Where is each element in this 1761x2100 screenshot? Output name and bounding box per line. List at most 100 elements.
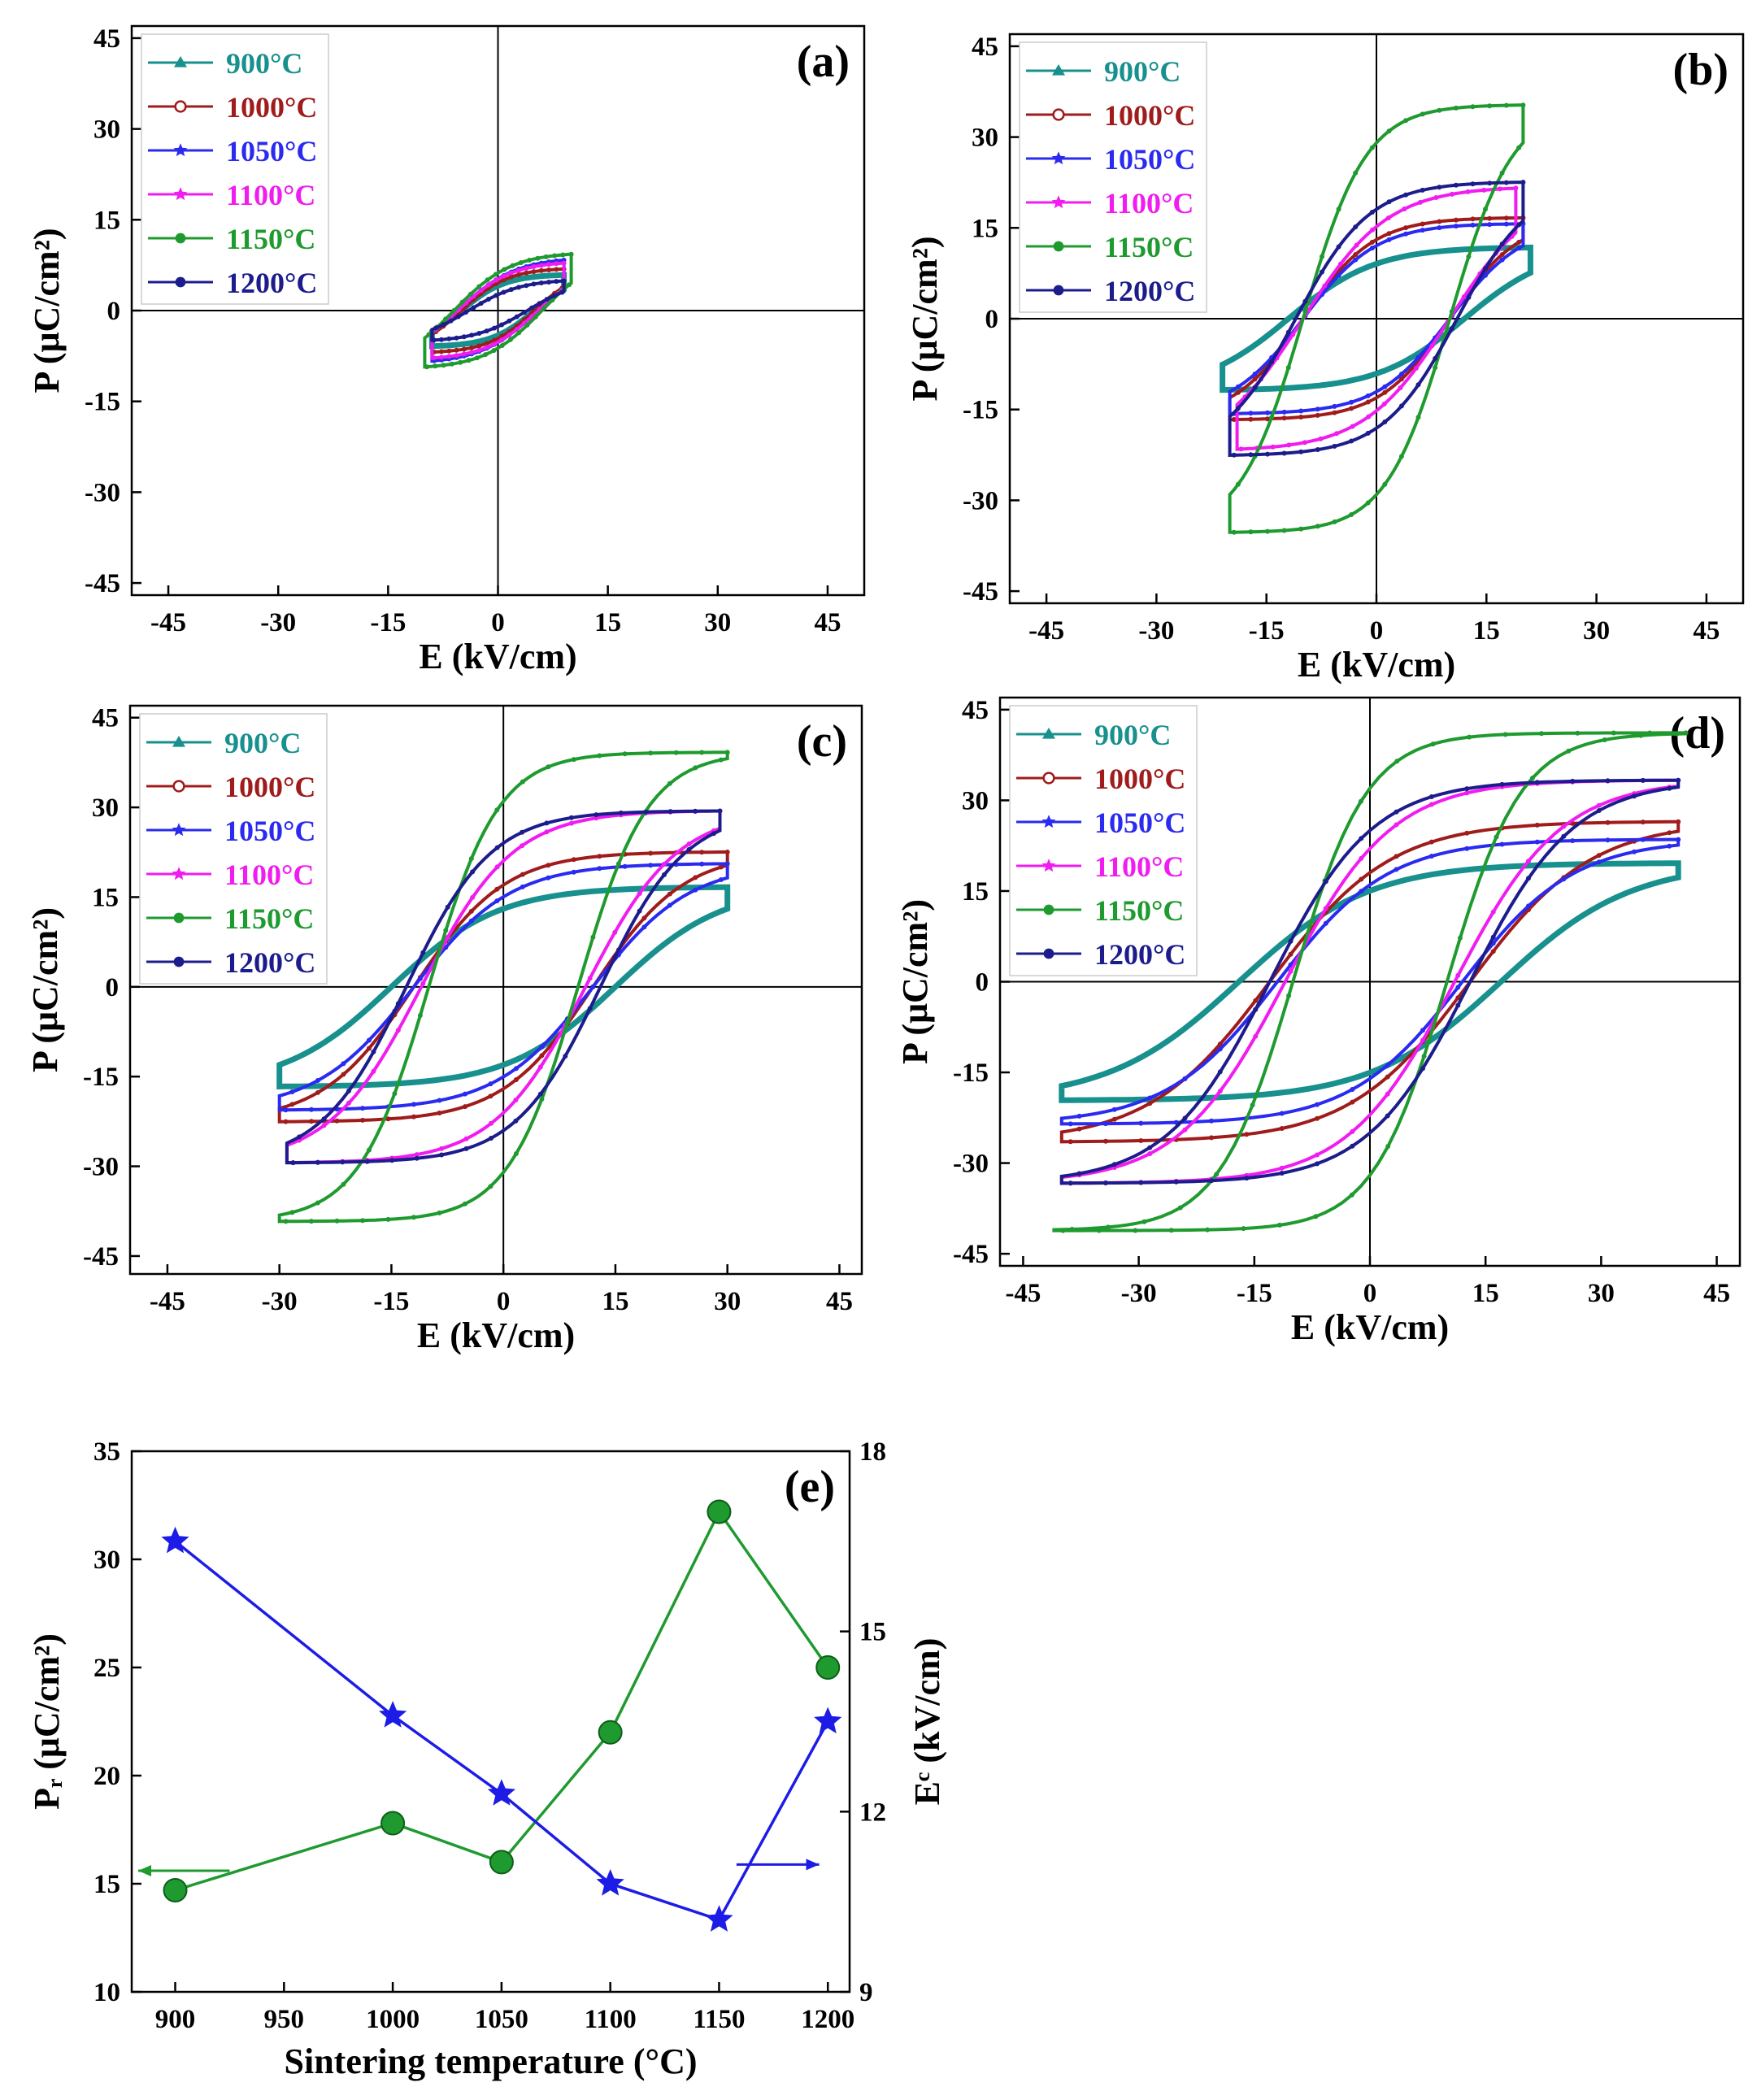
loop-point [622, 751, 628, 757]
loop-point [590, 984, 596, 989]
indicator-arrow-head [806, 1859, 820, 1871]
loop-point [1524, 272, 1528, 278]
loop-point [1365, 430, 1371, 436]
pe-panel-0: -45 -30 -15 0 15 30 45 45 30 15 0 -15 -30 -45 E (kV/cm… [27, 24, 866, 676]
loop-point [546, 894, 551, 900]
loop-point [439, 1152, 445, 1158]
loop-point [346, 1088, 351, 1093]
legend-label: 1050°C [1104, 143, 1195, 176]
loop-point [437, 1077, 442, 1082]
loop-point [1111, 1162, 1117, 1167]
loop-point [470, 869, 476, 875]
loop-point [1217, 1089, 1223, 1094]
y-tick-label: -15 [963, 396, 998, 425]
loop-point [389, 1158, 395, 1163]
loop-point [1490, 934, 1496, 940]
x-tick-label: 0 [1370, 616, 1384, 646]
loop-point [1369, 239, 1375, 245]
loop-point [341, 1072, 346, 1077]
loop-markers-4 [1231, 102, 1526, 535]
legend-label: 900°C [1104, 55, 1181, 88]
loop-point [520, 872, 525, 877]
pr-point [380, 1811, 406, 1836]
loop-point [1513, 185, 1519, 191]
loop-point [667, 937, 672, 943]
loop-point [544, 297, 550, 302]
loop-point [1365, 500, 1371, 506]
y-tick-label: -15 [953, 1059, 989, 1088]
loop-point [546, 273, 552, 278]
legend-label: 1100°C [226, 179, 315, 211]
loop-point [411, 1080, 416, 1085]
loop-point [1394, 867, 1399, 872]
loop-point [360, 1117, 365, 1123]
x-tick-label: 30 [704, 608, 731, 637]
loop-point [445, 904, 450, 910]
loop-point [1315, 407, 1320, 412]
loop-point [1398, 372, 1404, 377]
loop-point [717, 808, 723, 814]
loop-point [538, 273, 544, 279]
loop-point [1168, 1228, 1174, 1233]
loop-markers-5 [290, 808, 723, 1166]
loop-point [597, 888, 602, 893]
loop-point [461, 351, 467, 357]
loop-point [533, 314, 538, 320]
loop-point [673, 750, 679, 755]
loop-point [1290, 332, 1296, 337]
loop-point [1640, 837, 1646, 842]
loop-point [524, 266, 529, 271]
loop-point [371, 1068, 376, 1074]
loop-point [637, 891, 642, 897]
loop-point [431, 337, 437, 343]
loop-point [1259, 386, 1265, 392]
loop-point [597, 866, 602, 872]
loop-point [485, 297, 491, 302]
x-tick-label: 0 [1363, 1279, 1377, 1308]
loop-point [1570, 838, 1576, 844]
loop-point [1244, 1176, 1250, 1181]
loop-point [1506, 282, 1511, 288]
loop-point [1350, 1087, 1355, 1092]
loop-point [1298, 408, 1304, 414]
loop-point [1147, 1101, 1153, 1107]
loop-markers-5 [1067, 777, 1681, 1186]
loop-point [283, 1084, 289, 1089]
x-tick-label: 45 [826, 1287, 853, 1316]
loop-point [554, 267, 559, 272]
loop-point [385, 1081, 391, 1087]
loop-point [476, 331, 482, 336]
loop-point [1332, 403, 1337, 409]
loop-point [1173, 1096, 1179, 1102]
loop-point [662, 872, 667, 877]
loop-point [535, 255, 541, 261]
loop-point [1420, 1037, 1425, 1043]
loop-point [283, 1119, 289, 1124]
y-tick-label: 0 [107, 297, 121, 326]
loop-point [648, 863, 654, 868]
loop-point [1516, 239, 1522, 245]
loop-point [1238, 446, 1244, 452]
loop-point [1539, 731, 1544, 737]
loop-point [1503, 215, 1509, 221]
loop-point [289, 1057, 295, 1063]
loop-point [1455, 985, 1461, 990]
loop-point [1334, 280, 1340, 285]
loop-point [1382, 420, 1388, 424]
loop-point [1464, 790, 1470, 796]
loop-point [1359, 889, 1364, 894]
loop-point [1437, 107, 1442, 113]
loop-point [321, 1123, 327, 1128]
loop-point [1235, 389, 1241, 395]
y-tick-label: -30 [83, 1153, 119, 1182]
loop-point [1529, 776, 1535, 780]
loop-point [1076, 1126, 1082, 1132]
loop-markers-5 [431, 278, 567, 343]
loop-point [1440, 248, 1446, 254]
loop-point [491, 325, 497, 331]
loop-point [1466, 254, 1472, 259]
x-tick-label: 900 [155, 2005, 196, 2034]
loop-point [1358, 798, 1363, 804]
loop-point [1483, 207, 1488, 212]
x-tick-label: -45 [1005, 1279, 1041, 1308]
